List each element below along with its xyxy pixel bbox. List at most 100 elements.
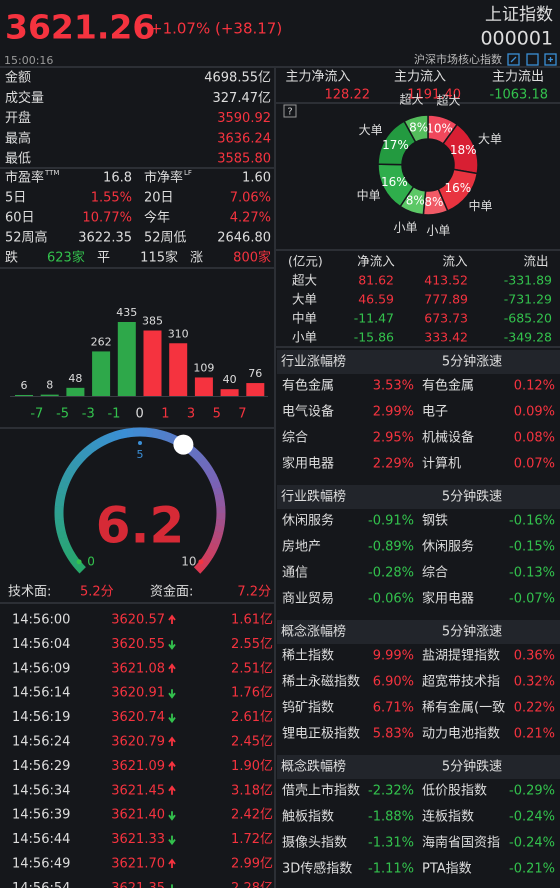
board-name: 休闲服务 [422,539,474,555]
market-label: 沪深市场核心指数 [414,52,502,66]
bar [66,387,85,396]
tick-volume: 1.61亿 [231,613,273,628]
gauge-dot [76,559,82,565]
board-speed-title: 5分钟跌速 [442,759,502,775]
board-percent: 5.83% [373,727,414,742]
gauge-arc [107,431,117,443]
ratio-value: 10.77% [82,211,132,226]
gauge-arc [151,428,161,439]
tick-price: 3621.35 [111,881,165,888]
tick-arrow [168,689,176,699]
board-name: 商业贸易 [282,592,334,607]
summary-value: 3636.24 [217,131,271,146]
breadth-value: 115家 [140,250,178,266]
bar [220,389,239,396]
tick-volume: 2.99亿 [231,857,273,872]
tick-arrow [168,713,176,724]
board-title: 行业跌幅榜 [281,489,346,505]
index-name: 上证指数 [485,5,553,25]
flow-label: 主力流入 [394,70,446,85]
donut-label: 大单 [478,132,502,146]
donut-percent: 16% [381,175,408,189]
summary-value: 4698.55亿 [204,71,271,86]
board-percent: 0.07% [514,457,555,472]
ratio-label: 52周高 [5,230,48,246]
score-label: 技术面: [8,585,51,600]
board-title: 行业涨幅榜 [281,354,346,370]
donut-percent: 8% [409,121,428,135]
bar-value-label: 310 [168,327,189,340]
help-icon[interactable]: ? [283,104,297,118]
tick-volume: 2.28亿 [231,881,273,888]
ratio-value: 3622.35 [78,231,132,246]
bar-edge-label: 0 [136,407,144,422]
board-percent: 3.53% [373,379,414,394]
bar-value-label: 8 [46,379,53,392]
table-cell: 81.62 [358,273,394,288]
gauge-arc [215,518,226,527]
board-percent: 0.12% [514,379,555,394]
gauge-arc [126,427,135,438]
tick-time: 14:56:09 [12,661,70,676]
bar-edge-label: -3 [82,407,95,422]
board-percent: 2.99% [373,405,414,420]
bar [169,343,188,396]
score-value: 7.2分 [237,585,271,600]
ratio-sup: LF [184,169,192,177]
gauge-arc [201,552,213,564]
table-cell: 大单 [292,292,317,307]
gauge-arc [63,547,75,558]
summary-label: 金额 [5,70,31,86]
board-header [277,755,560,779]
bar [143,330,162,396]
gauge-arc [163,431,174,443]
board-name: 超宽带技术指 [422,674,500,690]
board-speed-title: 5分钟涨速 [442,354,502,370]
gauge-arc [55,492,66,502]
tick-time: 14:56:54 [12,881,70,888]
gauge-arc [79,447,91,459]
board-name: 计算机 [422,457,461,472]
gauge-tick-label: 0 [87,554,95,568]
board-speed-title: 5分钟涨速 [442,624,502,640]
table-cell: 333.42 [424,330,468,345]
tick-volume: 2.42亿 [231,808,273,823]
tick-arrow [168,663,176,673]
tick-price: 3621.08 [111,661,165,676]
gauge-arc [205,468,217,479]
table-cell: 小单 [292,330,317,345]
board-name: 连板指数 [422,809,474,825]
tick-price: 3620.91 [111,686,165,701]
summary-value: 3590.92 [217,111,271,126]
flow-value: 1191.40 [407,88,461,103]
bar-edge-label: 3 [187,407,195,422]
index-change: +1.07% (+38.17) [150,20,282,38]
table-cell: -11.47 [354,311,394,326]
toolbar-icons[interactable] [507,53,557,66]
tick-arrow [168,835,176,846]
bar-edge-label: -1 [107,407,120,422]
board-name: PTA指数 [422,862,472,877]
board-name: 摄像头指数 [282,836,347,851]
ratio-label: 60日 [5,211,35,226]
ratio-value: 1.60 [242,171,271,186]
gauge-arc [54,499,65,508]
board-percent: -1.88% [368,810,414,825]
score-value: 5.2分 [80,585,114,600]
tick-price: 3621.45 [111,783,165,798]
board-name: 机械设备 [422,430,474,446]
breadth-value: 623家 [47,250,85,266]
tick-price: 3620.57 [111,613,165,628]
gauge-arc [74,452,87,464]
bar-value-label: 6 [21,379,28,392]
table-header: (亿元) [288,254,323,269]
board-percent: -0.07% [509,592,555,607]
gauge-arc [201,462,214,474]
board-percent: -0.28% [368,566,414,581]
donut-label: 中单 [357,188,381,203]
breadth-value: 800家 [233,250,271,266]
gauge-arc [208,474,220,485]
gauge-arc [120,428,129,439]
gauge-arc [58,479,70,490]
tick-volume: 1.76亿 [231,686,273,701]
